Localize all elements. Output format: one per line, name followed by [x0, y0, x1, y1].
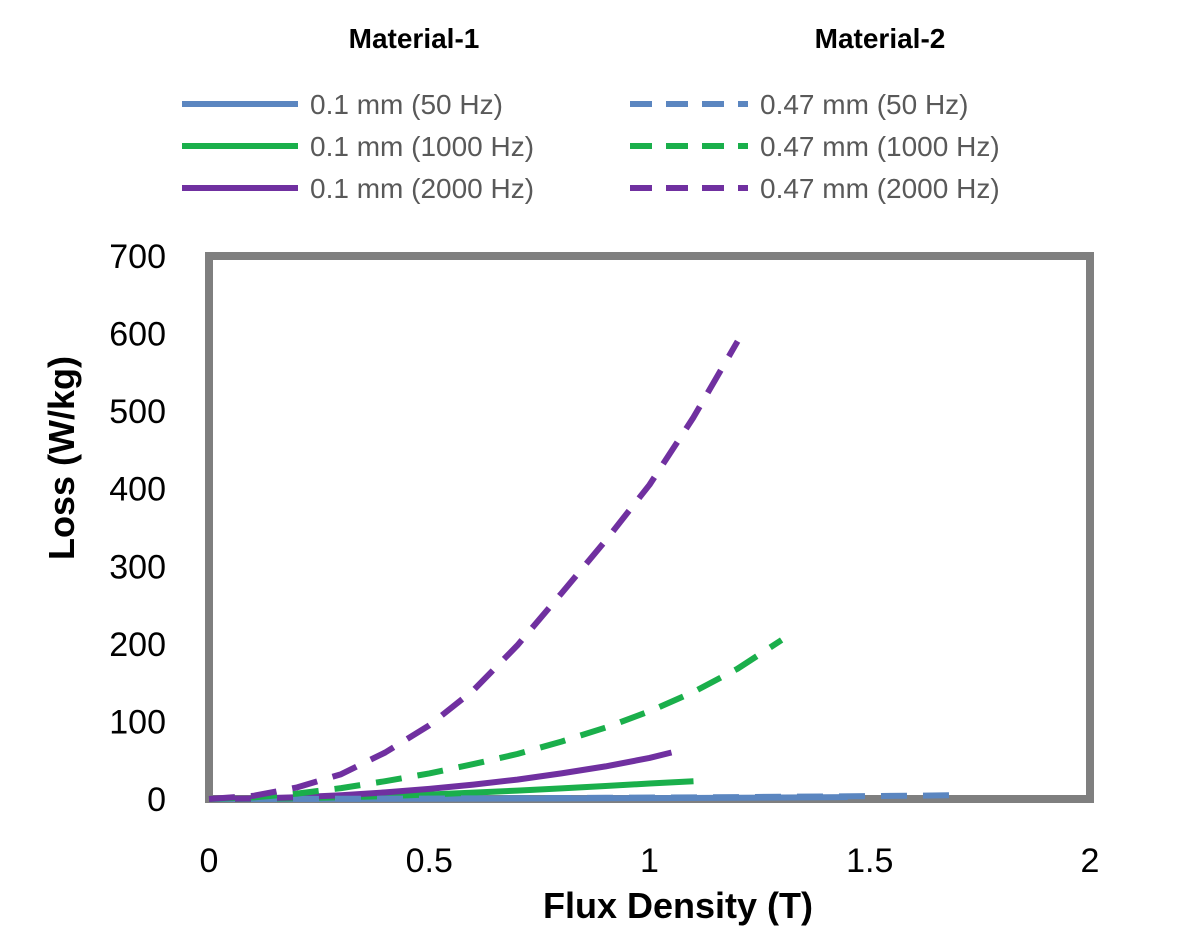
legend-heading-material-1: Material-1	[349, 23, 480, 54]
y-tick-label: 400	[109, 471, 166, 509]
series-line-0-47-mm-50-hz-	[208, 792, 950, 802]
series-line-0-1-mm-2000-hz-	[208, 749, 673, 802]
x-axis-title: Flux Density (T)	[543, 885, 813, 926]
legend: Material-1 Material-2 0.1 mm (50 Hz) 0.1…	[182, 23, 1000, 204]
legend-heading-material-2: Material-2	[815, 23, 946, 54]
series-line-0-47-mm-1000-hz-	[208, 637, 784, 802]
x-tick-label: 0.5	[406, 842, 453, 880]
x-tick-label: 1.5	[846, 842, 893, 880]
y-tick-label: 0	[147, 781, 166, 819]
axis-ticks: 0 0.5 1 1.5 2 0 100 200 300 400 500 600 700	[109, 238, 1099, 880]
series-lines	[208, 339, 950, 802]
legend-label-0.1mm-2000hz: 0.1 mm (2000 Hz)	[310, 173, 534, 204]
x-tick-label: 0	[200, 842, 219, 880]
plot-area-frame	[205, 252, 1094, 803]
legend-label-0.47mm-2000hz: 0.47 mm (2000 Hz)	[760, 173, 1000, 204]
y-tick-label: 500	[109, 393, 166, 431]
legend-label-0.47mm-50hz: 0.47 mm (50 Hz)	[760, 89, 969, 120]
legend-label-0.1mm-50hz: 0.1 mm (50 Hz)	[310, 89, 503, 120]
y-tick-label: 200	[109, 626, 166, 664]
y-axis-title: Loss (W/kg)	[41, 356, 82, 560]
x-tick-label: 2	[1081, 842, 1100, 880]
series-line-0-47-mm-2000-hz-	[208, 339, 741, 802]
x-tick-label: 1	[640, 842, 659, 880]
y-tick-label: 100	[109, 703, 166, 741]
legend-label-0.47mm-1000hz: 0.47 mm (1000 Hz)	[760, 131, 1000, 162]
y-tick-label: 700	[109, 238, 166, 276]
y-tick-label: 600	[109, 316, 166, 354]
y-tick-label: 300	[109, 548, 166, 586]
legend-label-0.1mm-1000hz: 0.1 mm (1000 Hz)	[310, 131, 534, 162]
